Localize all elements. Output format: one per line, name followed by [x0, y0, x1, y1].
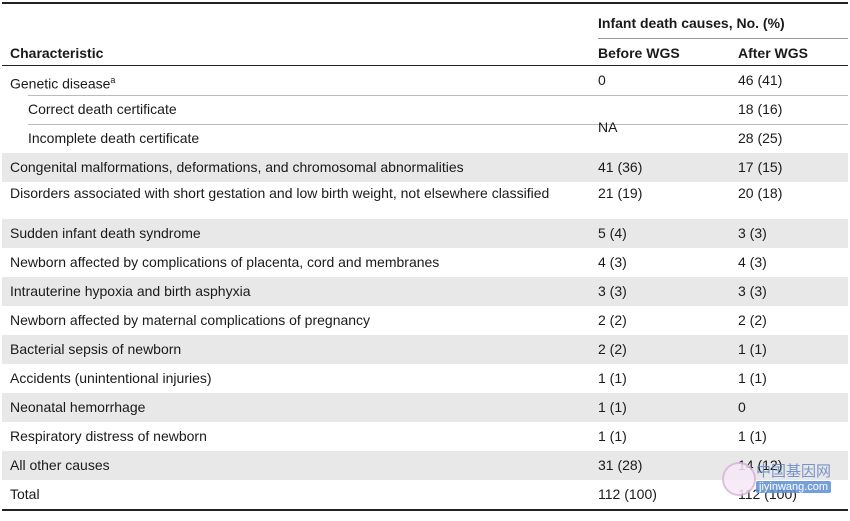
before-value: 41 (36) — [598, 159, 643, 175]
table-row: Congenital malformations, deformations, … — [2, 153, 848, 182]
row-label: Congenital malformations, deformations, … — [10, 159, 464, 175]
row-label: Bacterial sepsis of newborn — [10, 341, 182, 357]
before-value: 5 (4) — [598, 225, 627, 241]
characteristic-header: Characteristic — [10, 45, 104, 61]
before-value: 21 (19) — [598, 185, 643, 201]
watermark-logo: 中国基因网 jiyinwang.com — [722, 458, 844, 498]
table-row: Accidents (unintentional injuries) 1 (1)… — [2, 364, 848, 393]
infant-death-causes-table: Characteristic Infant death causes, No. … — [2, 2, 848, 511]
after-value: 3 (3) — [738, 225, 767, 241]
row-label: Newborn affected by complications of pla… — [10, 254, 440, 270]
table-row: Correct death certificate 18 (16) — [2, 95, 848, 124]
row-label: Accidents (unintentional injuries) — [10, 370, 212, 386]
after-value: 4 (3) — [738, 254, 767, 270]
after-wgs-header: After WGS — [738, 45, 808, 61]
after-value: 0 — [738, 399, 746, 415]
before-value: 2 (2) — [598, 312, 627, 328]
before-value: 1 (1) — [598, 428, 627, 444]
before-value: 112 (100) — [598, 486, 657, 502]
row-label: Neonatal hemorrhage — [10, 399, 146, 415]
table-row: Respiratory distress of newborn 1 (1) 1 … — [2, 422, 848, 451]
row-divider — [28, 95, 848, 96]
before-value: 31 (28) — [598, 457, 643, 473]
row-label: Correct death certificate — [28, 101, 177, 117]
table-header: Characteristic Infant death causes, No. … — [2, 4, 848, 66]
watermark-url: jiyinwang.com — [756, 481, 832, 493]
row-label: Sudden infant death syndrome — [10, 225, 201, 241]
after-value: 1 (1) — [738, 370, 767, 386]
table-row: All other causes 31 (28) 14 (12) — [2, 451, 848, 480]
row-label: All other causes — [10, 457, 110, 473]
row-label: Intrauterine hypoxia and birth asphyxia — [10, 283, 251, 299]
row-divider — [28, 124, 848, 125]
row-label: Incomplete death certificate — [28, 130, 200, 146]
row-label: Respiratory distress of newborn — [10, 428, 207, 444]
table-row: Genetic diseasea 0 46 (41) — [2, 66, 848, 95]
before-wgs-header: Before WGS — [598, 45, 680, 61]
after-value: 17 (15) — [738, 159, 783, 175]
footnote-marker: a — [110, 75, 116, 85]
after-value: 1 (1) — [738, 341, 767, 357]
before-value: 1 (1) — [598, 399, 627, 415]
watermark-chinese-text: 中国基因网 — [756, 463, 832, 480]
dna-logo-icon — [722, 462, 756, 496]
after-value: 20 (18) — [738, 185, 783, 201]
row-label: Disorders associated with short gestatio… — [10, 185, 550, 201]
after-value: 3 (3) — [738, 283, 767, 299]
na-merged-cell: NA — [598, 119, 618, 135]
group-header-rule — [598, 38, 848, 39]
table-row: Newborn affected by maternal complicatio… — [2, 306, 848, 335]
before-value: 1 (1) — [598, 370, 627, 386]
row-label: Genetic disease — [10, 75, 111, 92]
table-row: Bacterial sepsis of newborn 2 (2) 1 (1) — [2, 335, 848, 364]
table-row: Intrauterine hypoxia and birth asphyxia … — [2, 277, 848, 306]
table-row: Disorders associated with short gestatio… — [2, 182, 848, 219]
group-header: Infant death causes, No. (%) — [598, 15, 785, 31]
after-value: 28 (25) — [738, 130, 783, 146]
before-value: 0 — [598, 72, 606, 88]
before-value: 2 (2) — [598, 341, 627, 357]
before-value: 3 (3) — [598, 283, 627, 299]
table-row: Sudden infant death syndrome 5 (4) 3 (3) — [2, 219, 848, 248]
after-value: 18 (16) — [738, 101, 783, 117]
table-row: Incomplete death certificate 28 (25) — [2, 124, 848, 153]
after-value: 46 (41) — [738, 72, 783, 88]
table-row: Neonatal hemorrhage 1 (1) 0 — [2, 393, 848, 422]
row-label: Total — [10, 486, 40, 502]
before-value: 4 (3) — [598, 254, 627, 270]
after-value: 2 (2) — [738, 312, 767, 328]
after-value: 1 (1) — [738, 428, 767, 444]
table-row: Newborn affected by complications of pla… — [2, 248, 848, 277]
row-label: Newborn affected by maternal complicatio… — [10, 312, 371, 328]
